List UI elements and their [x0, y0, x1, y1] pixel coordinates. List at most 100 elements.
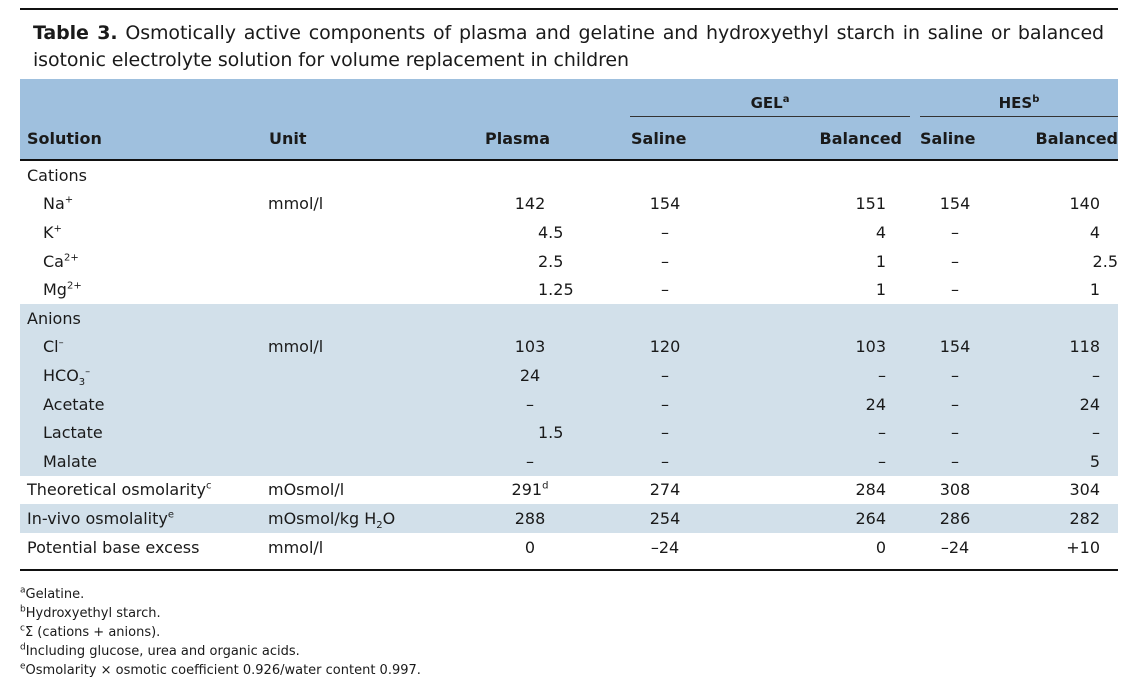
cell-hes-saline: –24	[940, 537, 970, 557]
footnotes: aGelatine. bHydroxyethyl starch. cΣ (cat…	[20, 571, 1118, 680]
row-label: Theoretical osmolarityc	[27, 480, 212, 500]
cell-gel-balanced: 1	[875, 280, 886, 300]
cell-unit	[268, 247, 430, 276]
cell-gel-balanced: –	[750, 361, 910, 390]
col-hes-saline: Saline	[910, 117, 1030, 161]
cell-gel-balanced: 1	[875, 251, 886, 271]
cell-unit	[268, 361, 430, 390]
cell-hes-balanced: –	[1030, 418, 1118, 447]
cell-hes-balanced: 4	[1089, 222, 1100, 242]
cell-gel-saline: –	[661, 222, 669, 242]
cell-hes-saline: –	[910, 361, 1030, 390]
table-row: Cl– mmol/l 103 120 103 154 118	[20, 332, 1118, 362]
table-row: Acetate – – 24 – 24	[20, 389, 1118, 419]
cell-hes-balanced: 24	[1030, 389, 1118, 419]
cell-gel-balanced: 0	[875, 537, 886, 557]
cell-hes-saline: 154	[939, 194, 971, 214]
footnote-d: dIncluding glucose, urea and organic aci…	[20, 642, 300, 660]
row-label: Ca2+	[43, 251, 79, 271]
caption-text: Osmotically active components of plasma …	[33, 22, 1105, 71]
cell-gel-saline: –	[661, 280, 669, 300]
cell-unit	[268, 275, 430, 304]
table-row: Ca2+ 2.5 – 1 – 2.5	[20, 247, 1118, 276]
cell-plasma: 103	[430, 332, 630, 362]
bottom-rule	[20, 569, 1118, 572]
table-row: Malate – – – – 5	[20, 446, 1118, 476]
cell-hes-saline: 286	[910, 504, 1030, 533]
cell-gel-saline: –	[661, 251, 669, 271]
cell-hes-balanced: +10	[1066, 537, 1100, 557]
table-row: Lactate 1.5 – – – –	[20, 418, 1118, 447]
table-figure: Table 3. Osmotically active components o…	[20, 8, 1118, 680]
section-label: Cations	[27, 165, 87, 185]
row-label: HCO3–	[20, 361, 268, 390]
data-table: GELa HESb Solution Unit Plasma Saline Ba…	[20, 79, 1118, 561]
cell-hes-balanced: 1	[1089, 280, 1100, 300]
cell-hes-balanced: 304	[1069, 480, 1100, 500]
cell-gel-saline: 254	[630, 504, 750, 533]
table-row: HCO3– 24 – – – –	[20, 361, 1118, 390]
cell-unit	[268, 389, 430, 419]
row-label: Malate	[20, 446, 268, 476]
cell-unit	[268, 218, 430, 247]
cell-hes-saline: –	[910, 446, 1030, 476]
col-unit: Unit	[268, 117, 430, 161]
cell-plasma: –	[430, 389, 630, 419]
col-gel-balanced: Balanced	[750, 117, 910, 161]
cell-gel-saline: –	[630, 446, 750, 476]
section-row-cations: Cations	[20, 160, 1118, 190]
table-row: Potential base excess mmol/l 0 –24 0 –24…	[20, 533, 1118, 562]
cell-hes-balanced: 5	[1030, 446, 1118, 476]
cell-gel-balanced: –	[750, 418, 910, 447]
header-row: Solution Unit Plasma Saline Balanced Sal…	[20, 117, 1118, 161]
cell-hes-balanced: 140	[1069, 194, 1100, 214]
cell-hes-balanced: 282	[1030, 504, 1118, 533]
cell-hes-saline: –	[951, 251, 959, 271]
row-label: Lactate	[20, 418, 268, 447]
row-label: Potential base excess	[27, 537, 200, 557]
cell-plasma: –	[430, 446, 630, 476]
table-row: Theoretical osmolarityc mOsmol/l 291d 27…	[20, 476, 1118, 505]
cell-plasma: 2.5	[538, 251, 564, 271]
caption-label: Table 3.	[33, 22, 118, 44]
section-row-anions: Anions	[20, 303, 1118, 333]
table-caption: Table 3. Osmotically active components o…	[20, 10, 1118, 74]
cell-unit: mmol/l	[268, 194, 324, 214]
group-gel: GELa	[630, 79, 910, 117]
table-row: K+ 4.5 – 4 – 4	[20, 218, 1118, 247]
cell-unit: mOsmol/kg H2O	[268, 504, 430, 533]
top-rule	[20, 8, 1118, 10]
cell-hes-saline: –	[951, 280, 959, 300]
cell-gel-saline: 120	[630, 332, 750, 362]
row-label: Na+	[43, 194, 74, 214]
footnote-c: cΣ (cations + anions).	[20, 623, 161, 641]
row-label: Mg2+	[43, 280, 82, 300]
cell-gel-balanced: 4	[875, 222, 886, 242]
cell-gel-saline: –	[630, 389, 750, 419]
cell-plasma: 4.5	[538, 222, 564, 242]
col-solution: Solution	[20, 117, 268, 161]
cell-unit	[268, 418, 430, 447]
cell-hes-saline: –	[951, 222, 959, 242]
col-gel-saline: Saline	[630, 117, 750, 161]
cell-gel-balanced: –	[750, 446, 910, 476]
table-row: Na+ mmol/l 142 154 151 154 140	[20, 190, 1118, 219]
header-group-row: GELa HESb	[20, 79, 1118, 117]
group-hes: HESb	[910, 79, 1118, 117]
footnote-e: eOsmolarity × osmotic coefficient 0.926/…	[20, 661, 421, 679]
cell-unit: mOsmol/l	[268, 480, 345, 500]
cell-plasma: 1.5	[430, 418, 630, 447]
col-hes-balanced: Balanced	[1030, 117, 1118, 161]
cell-unit: mmol/l	[268, 537, 324, 557]
col-plasma: Plasma	[430, 117, 630, 161]
cell-gel-saline: 274	[649, 480, 681, 500]
row-label: Cl–	[20, 332, 268, 362]
row-label: Acetate	[20, 389, 268, 419]
cell-plasma: 0	[524, 537, 536, 557]
cell-gel-saline: –	[630, 361, 750, 390]
cell-hes-saline: 308	[939, 480, 971, 500]
cell-hes-balanced: 2.5	[1092, 251, 1118, 271]
cell-hes-saline: 154	[910, 332, 1030, 362]
cell-unit: mmol/l	[268, 332, 430, 362]
cell-plasma: 291d	[511, 480, 549, 500]
